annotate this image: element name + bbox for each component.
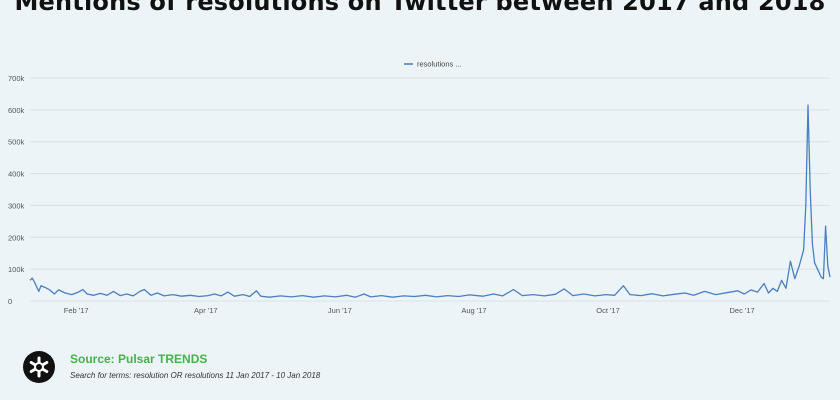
x-tick-label: Dec '17: [729, 306, 754, 315]
chart-gridlines: [30, 77, 830, 302]
source-label: Source: Pulsar TRENDS: [70, 352, 208, 366]
y-tick-label: 400k: [8, 170, 25, 179]
y-tick-label: 600k: [8, 106, 25, 115]
x-tick-label: Feb '17: [64, 306, 89, 315]
x-tick-label: Aug '17: [461, 306, 486, 315]
series-line: [29, 104, 831, 298]
pulsar-asterisk-icon: [23, 351, 55, 383]
y-tick-label: 100k: [8, 265, 25, 274]
page-title: Mentions of resolutions on Twitter betwe…: [14, 0, 826, 16]
y-tick-label: 500k: [8, 138, 25, 147]
legend-label: resolutions ...: [417, 60, 462, 69]
y-tick-label: 300k: [8, 201, 25, 210]
chart-series: [29, 104, 831, 298]
chart-legend[interactable]: resolutions ...: [404, 60, 462, 69]
x-tick-label: Apr '17: [194, 306, 218, 315]
x-tick-label: Oct '17: [596, 306, 620, 315]
y-axis-ticks: 0 100k 200k 300k 400k 500k 600k 700k: [8, 74, 25, 306]
search-terms-note: Search for terms: resolution OR resoluti…: [70, 371, 321, 380]
y-tick-label: 200k: [8, 233, 25, 242]
y-tick-label: 0: [8, 297, 12, 306]
y-tick-label: 700k: [8, 74, 25, 83]
x-tick-label: Jun '17: [328, 306, 352, 315]
x-axis-ticks: Feb '17 Apr '17 Jun '17 Aug '17 Oct '17 Dec '…: [64, 306, 755, 315]
